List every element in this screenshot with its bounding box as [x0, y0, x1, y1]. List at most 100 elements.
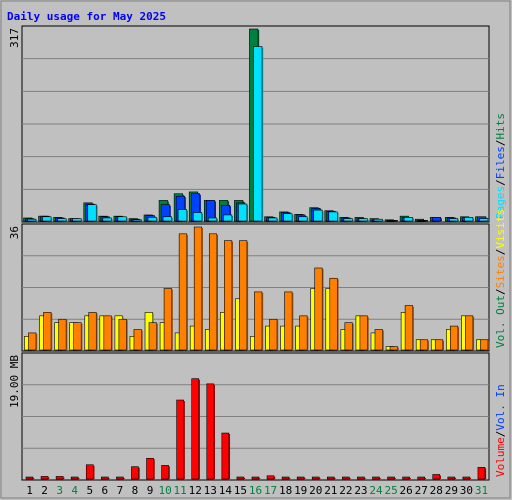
bar-shade	[199, 194, 201, 221]
x-tick-label-day-21: 21	[324, 484, 337, 497]
x-tick-label-day-31: 31	[475, 484, 488, 497]
bar-shade	[156, 323, 158, 350]
bar-volume-day-16	[251, 476, 260, 480]
bar-shade	[292, 214, 294, 221]
bar-sites-day-5	[88, 312, 97, 351]
x-tick-label-day-8: 8	[132, 484, 139, 497]
x-tick-label-day-9: 9	[147, 484, 154, 497]
bar-sites-day-3	[58, 318, 67, 351]
bar-sites-day-11	[178, 233, 187, 351]
bar-volume-day-17	[266, 475, 275, 480]
bar-shade	[78, 478, 80, 479]
bar-pages-day-18	[283, 213, 293, 222]
bar-shade	[277, 218, 279, 221]
bar-volume-day-6	[101, 476, 109, 480]
bar-pages-day-15	[238, 203, 248, 222]
legend-part: Volume	[494, 437, 507, 477]
bar-shade	[201, 228, 203, 350]
y-max-label: 317	[8, 28, 21, 48]
bar-pages-day-21	[328, 211, 338, 222]
bar-shade	[216, 218, 218, 221]
bar-shade	[454, 478, 457, 479]
bar-volume-day-9	[146, 457, 154, 480]
bar-shade	[352, 219, 354, 221]
bar-pages-day-31	[479, 218, 489, 222]
bar-pages-day-14	[223, 214, 233, 222]
bar-sites-day-6	[103, 315, 112, 351]
bar-sites-day-26	[404, 305, 413, 351]
legend-part: Visits	[494, 209, 507, 249]
panel-3: 19.00 MB Volume/Vol. In	[8, 352, 507, 481]
bar-shade	[394, 478, 396, 479]
bar-shade	[337, 279, 339, 350]
bar-volume-day-29	[447, 476, 456, 480]
bar-shade	[258, 478, 261, 479]
bar-shade	[289, 478, 291, 479]
bar-shade	[424, 478, 426, 479]
bar-shade	[66, 320, 68, 350]
bar-shade	[274, 476, 276, 479]
bar-sites-day-22	[344, 322, 353, 351]
bar-shade	[261, 292, 264, 350]
bar-shade	[111, 218, 113, 221]
bar-shade	[382, 330, 384, 350]
bar-shade	[66, 219, 68, 221]
bar-volume-day-25	[387, 476, 395, 480]
bar-shade	[96, 205, 98, 221]
bar-pages-day-22	[343, 218, 353, 222]
panel-1: 317 Pages/Files/Hits	[8, 25, 507, 223]
bar-volume-day-31	[477, 467, 486, 480]
x-tick-label-day-29: 29	[445, 484, 458, 497]
bar-shade	[171, 217, 173, 221]
bar-sites-day-18	[284, 291, 293, 351]
bar-shade	[216, 234, 218, 350]
x-tick-label-day-6: 6	[102, 484, 109, 497]
bar-sites-day-13	[208, 233, 218, 351]
bar-pages-day-7	[117, 216, 127, 222]
bar-shade	[126, 217, 128, 221]
bar-shade	[457, 219, 460, 221]
x-tick-label-day-12: 12	[189, 484, 202, 497]
legend-part: /	[494, 249, 507, 256]
bar-volume-day-2	[40, 476, 49, 480]
x-tick-label-day-22: 22	[339, 484, 352, 497]
bar-volume-day-7	[116, 476, 124, 480]
bar-sites-day-1	[28, 332, 37, 351]
bar-volume-day-14	[221, 432, 230, 480]
bar-volume-day-26	[402, 476, 410, 480]
bar-shade	[246, 241, 249, 350]
bar-shade	[123, 478, 125, 479]
bar-shade	[367, 316, 369, 350]
bar-pages-day-3	[57, 218, 67, 222]
chart-title: Daily usage for May 2025	[7, 10, 166, 23]
legend-part: Files	[494, 146, 507, 179]
bar-shade	[93, 465, 95, 479]
bar-shade	[304, 478, 306, 479]
bar-shade	[349, 478, 351, 479]
bar-shade	[63, 477, 65, 479]
bar-shade	[51, 313, 53, 350]
bar-shade	[231, 215, 234, 221]
bar-sites-day-8	[133, 329, 142, 351]
bar-pages-day-16	[253, 46, 263, 222]
bar-shade	[427, 340, 429, 350]
legend-part: /	[494, 431, 507, 438]
bar-pages-day-26	[403, 217, 413, 222]
bar-volume-day-20	[311, 476, 320, 480]
bar-shade	[231, 241, 234, 350]
bar-shade	[307, 316, 309, 350]
x-tick-label-day-17: 17	[264, 484, 277, 497]
bar-shade	[352, 323, 354, 350]
bar-shade	[228, 434, 231, 479]
bar-pages-day-6	[102, 217, 112, 222]
x-tick-label-day-2: 2	[41, 484, 48, 497]
bar-shade	[108, 478, 110, 479]
bar-shade	[382, 220, 384, 221]
bar-pages-day-12	[192, 212, 203, 222]
bar-shade	[322, 211, 324, 221]
y-max-label: 19.00 MB	[8, 355, 21, 408]
series-legend-label: Pages/Files/Hits	[494, 113, 507, 219]
x-tick-label-day-1: 1	[26, 484, 33, 497]
bar-sites-day-30	[465, 315, 474, 351]
